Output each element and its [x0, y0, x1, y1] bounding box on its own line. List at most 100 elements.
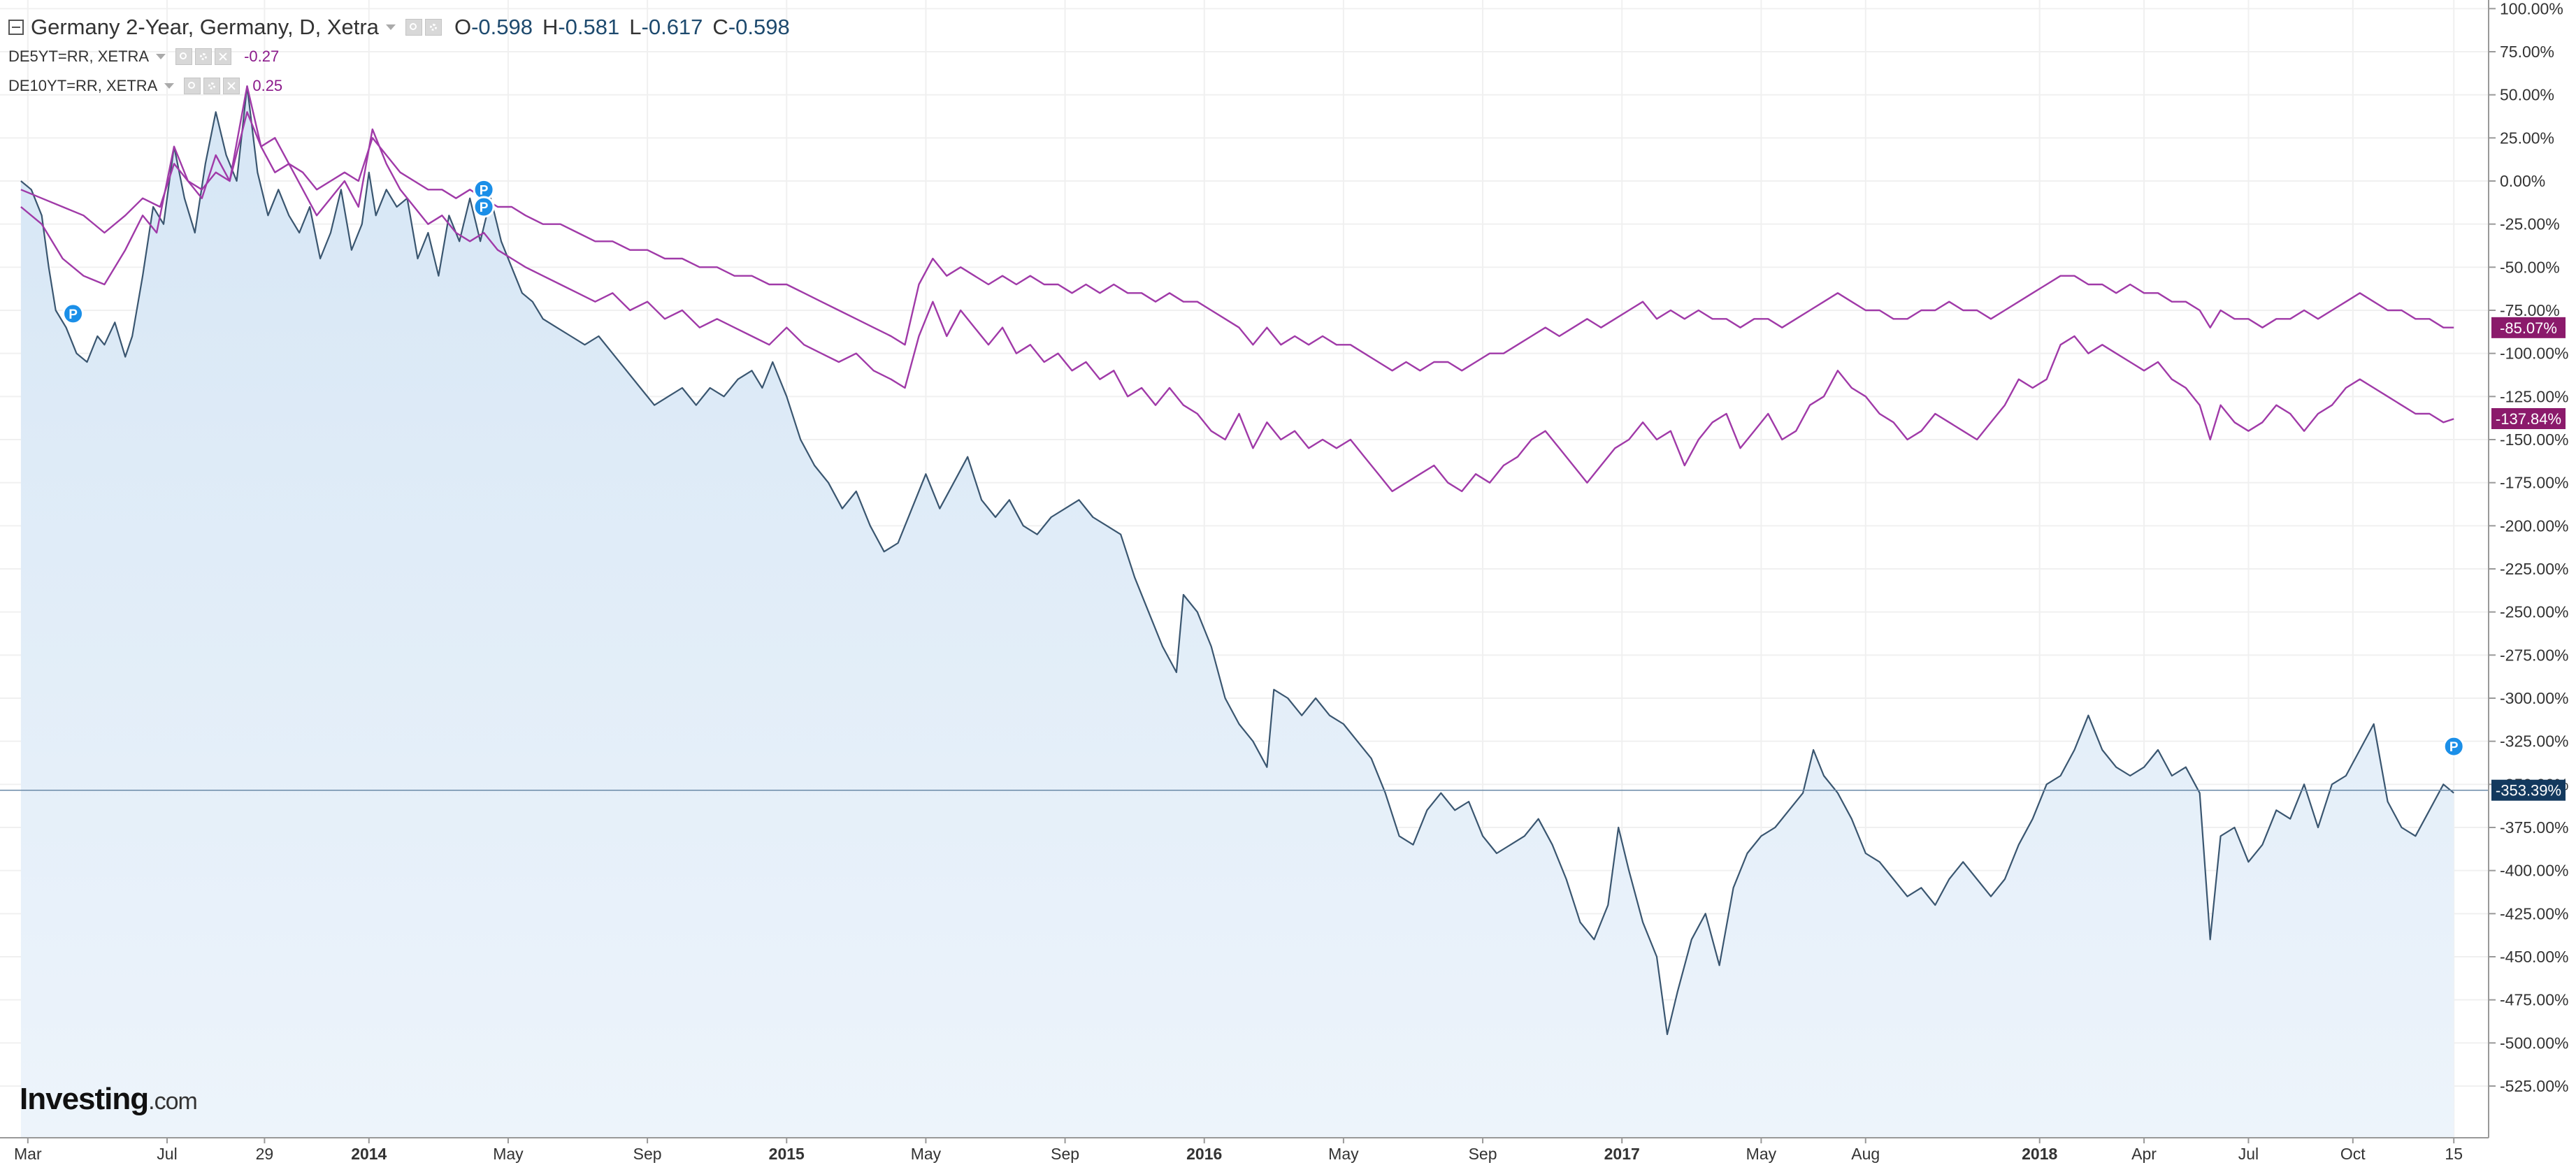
last-value-badge [2491, 317, 2566, 338]
high-value: -0.581 [558, 15, 620, 39]
high-label: H [542, 15, 559, 39]
gear-icon[interactable] [195, 48, 213, 65]
y-tick-label: -525.00% [2500, 1077, 2568, 1095]
logo-main: Investing [20, 1082, 149, 1116]
last-value-label: -85.07% [2500, 319, 2557, 337]
indicator-value: 0.25 [252, 77, 283, 94]
y-tick-label: -75.00% [2500, 301, 2560, 319]
y-tick-label: -475.00% [2500, 991, 2568, 1009]
x-tick-label: 2017 [1604, 1145, 1640, 1163]
eye-icon[interactable] [405, 19, 422, 36]
y-tick-label: 75.00% [2500, 43, 2554, 61]
x-tick-label: 2016 [1186, 1145, 1222, 1163]
last-value-label: -353.39% [2496, 782, 2561, 800]
close-label: C [712, 15, 728, 39]
gear-icon[interactable] [424, 19, 442, 36]
main-series-title: Germany 2-Year, Germany, D, Xetra [31, 15, 379, 39]
event-marker[interactable] [2442, 735, 2465, 758]
close-value: -0.598 [728, 15, 790, 39]
legend-indicator-row: DE10YT=RR, XETRA 0.25 [8, 71, 790, 101]
y-tick-label: -200.00% [2500, 516, 2568, 535]
series-lines [20, 85, 2454, 1036]
y-tick-label: -175.00% [2500, 474, 2568, 492]
y-tick-label: -325.00% [2500, 732, 2568, 751]
gear-icon[interactable] [203, 78, 221, 94]
y-tick-label: -100.00% [2500, 345, 2568, 363]
y-tick-label: 100.00% [2500, 0, 2563, 17]
chevron-down-icon[interactable] [164, 83, 175, 89]
series-line-de10y [20, 111, 2454, 372]
event-marker-label: P [480, 201, 489, 215]
x-tick-label: 29 [256, 1145, 274, 1163]
logo-suffix: .com [148, 1088, 198, 1115]
x-tick-label: 2015 [769, 1145, 805, 1163]
collapse-icon[interactable] [8, 20, 24, 35]
x-tick-label: May [911, 1145, 942, 1163]
x-tick-label: Sep [1469, 1145, 1497, 1163]
open-value: -0.598 [471, 15, 533, 39]
y-tick-label: -300.00% [2500, 689, 2568, 707]
eye-icon[interactable] [175, 48, 193, 65]
x-tick-label: Jul [2238, 1145, 2259, 1163]
y-tick-label: -425.00% [2500, 904, 2568, 923]
x-tick-label: Oct [2340, 1145, 2366, 1163]
close-icon[interactable] [215, 48, 232, 65]
y-tick-label: -250.00% [2500, 603, 2568, 621]
x-tick-label: May [1746, 1145, 1777, 1163]
last-value-label: -137.84% [2496, 410, 2561, 428]
y-tick-label: -25.00% [2500, 215, 2560, 233]
open-label: O [454, 15, 472, 39]
x-tick-label: May [493, 1145, 524, 1163]
eye-icon[interactable] [184, 78, 201, 94]
y-tick-label: 25.00% [2500, 129, 2554, 147]
series-area-fill [20, 86, 2454, 1138]
series-line-germany-2y [20, 85, 2454, 1036]
y-tick-label: -50.00% [2500, 258, 2560, 276]
last-value-badge [2491, 408, 2566, 430]
low-value: -0.617 [641, 15, 703, 39]
chevron-down-icon[interactable] [385, 24, 396, 30]
x-tick-label: May [1328, 1145, 1359, 1163]
y-tick-label: -150.00% [2500, 431, 2568, 449]
main-area [20, 86, 2454, 1138]
x-tick-label: 2014 [351, 1145, 387, 1163]
event-marker-label: P [69, 308, 78, 322]
indicator-name: DE10YT=RR, XETRA [8, 77, 158, 94]
x-tick-label: Sep [1051, 1145, 1079, 1163]
legend: Germany 2-Year, Germany, D, Xetra O -0.59… [8, 13, 790, 101]
event-marker[interactable] [62, 303, 85, 325]
y-tick-label: -125.00% [2500, 387, 2568, 405]
x-tick-label: Aug [1851, 1145, 1880, 1163]
x-tick-label: Jul [157, 1145, 177, 1163]
chevron-down-icon[interactable] [156, 54, 166, 59]
y-tick-label: -400.00% [2500, 862, 2568, 880]
event-marker-label: P [480, 183, 489, 198]
x-tick-label: 2018 [2022, 1145, 2057, 1163]
y-tick-label: 50.00% [2500, 86, 2554, 104]
y-tick-label: -500.00% [2500, 1034, 2568, 1052]
last-value-labels: -353.39% -137.84% -85.07% [2491, 317, 2566, 801]
series-line-de5y [20, 85, 2454, 493]
x-tick-label: Sep [633, 1145, 662, 1163]
y-tick-label: -450.00% [2500, 948, 2568, 966]
close-icon[interactable] [223, 78, 240, 94]
y-tick-label: 0.00% [2500, 172, 2545, 190]
x-tick-label: 15 [2445, 1145, 2463, 1163]
x-tick-label: Apr [2131, 1145, 2157, 1163]
x-tick-label: Mar [14, 1145, 42, 1163]
low-label: L [629, 15, 642, 39]
event-marker[interactable] [473, 196, 495, 218]
y-tick-label: -225.00% [2500, 560, 2568, 578]
legend-indicator-row: DE5YT=RR, XETRA -0.27 [8, 42, 790, 71]
indicator-name: DE5YT=RR, XETRA [8, 48, 150, 65]
y-tick-label: -275.00% [2500, 646, 2568, 664]
event-marker-label: P [2449, 740, 2459, 755]
y-tick-label: -375.00% [2500, 818, 2568, 837]
last-value-badge [2491, 779, 2566, 801]
legend-main-row: Germany 2-Year, Germany, D, Xetra O -0.59… [8, 13, 790, 42]
investing-logo: Investing.com [20, 1082, 198, 1117]
